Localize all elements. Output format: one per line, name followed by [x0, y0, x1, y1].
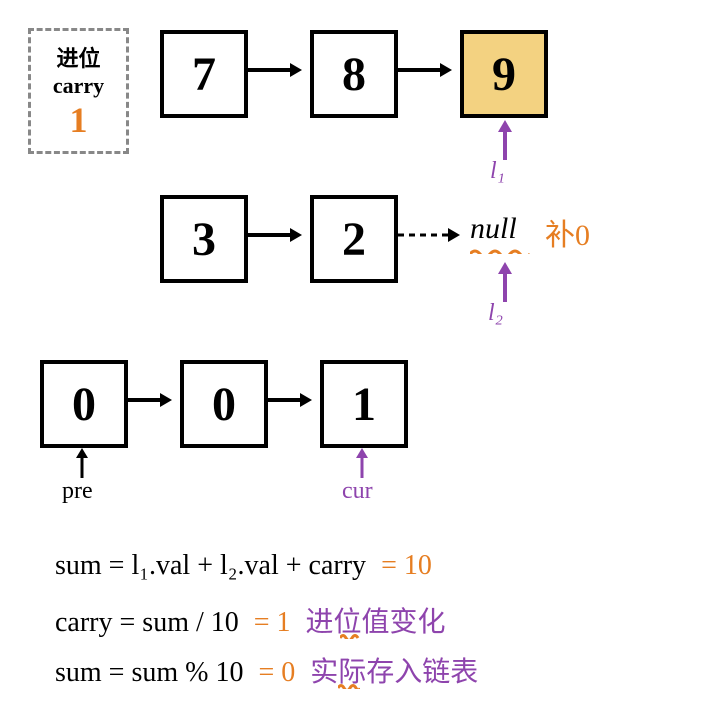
- ptr-pre-label: pre: [62, 478, 93, 505]
- pad-zero-text: 补0: [545, 210, 590, 254]
- r1-node-1: 8: [310, 30, 398, 118]
- r3-val-2: 1: [352, 377, 376, 432]
- r3-val-0: 0: [72, 377, 96, 432]
- ptr-l1-arrow: [495, 120, 515, 160]
- carry-value: 1: [70, 99, 88, 141]
- r2-val-1: 2: [342, 212, 366, 267]
- r3-val-1: 0: [212, 377, 236, 432]
- eq-line3: sum = sum % 10 = 0 实际存入链表: [55, 650, 478, 690]
- ptr-l2-label: l₂: [488, 300, 503, 327]
- ptr-pre-arrow: [72, 448, 92, 478]
- eq2-lhs: carry = sum / 10: [55, 607, 239, 638]
- r2-node-0: 3: [160, 195, 248, 283]
- eq3-lhs: sum = sum % 10: [55, 657, 243, 688]
- r1-node-2: 9: [460, 30, 548, 118]
- r1-val-2: 9: [492, 47, 516, 102]
- r3-node-0: 0: [40, 360, 128, 448]
- eq1-rhs: = 10: [381, 550, 432, 581]
- r1-val-0: 7: [192, 47, 216, 102]
- r1-node-0: 7: [160, 30, 248, 118]
- arrow-r2-null: [398, 225, 462, 245]
- eq2-rhs: = 1: [254, 607, 291, 638]
- ptr-cur-arrow: [352, 448, 372, 478]
- ptr-l2-arrow: [495, 262, 515, 302]
- eq-line2: carry = sum / 10 = 1 进位值变化: [55, 600, 446, 640]
- r1-val-1: 8: [342, 47, 366, 102]
- ptr-cur-label: cur: [342, 478, 373, 505]
- eq3-underline: [338, 683, 360, 689]
- r2-node-1: 2: [310, 195, 398, 283]
- null-underline: [470, 248, 530, 254]
- r3-node-1: 0: [180, 360, 268, 448]
- carry-label-en: carry: [53, 73, 104, 99]
- arrow-r3-1: [268, 390, 312, 410]
- r3-node-2: 1: [320, 360, 408, 448]
- r2-val-0: 3: [192, 212, 216, 267]
- arrow-r1-0: [248, 60, 302, 80]
- ptr-l1-label: l₁: [490, 158, 505, 185]
- eq1-lhs: sum = l₁.val + l₂.val + carry: [55, 550, 366, 581]
- null-text: null: [470, 212, 517, 246]
- arrow-r2-0: [248, 225, 302, 245]
- eq2-note: 进位值变化: [306, 607, 446, 638]
- eq3-rhs: = 0: [258, 657, 295, 688]
- eq2-underline: [340, 633, 360, 639]
- arrow-r3-0: [128, 390, 172, 410]
- eq-line1: sum = l₁.val + l₂.val + carry = 10: [55, 550, 432, 582]
- arrow-r1-1: [398, 60, 452, 80]
- carry-box: 进位 carry 1: [28, 28, 129, 154]
- carry-label-cn: 进位: [56, 41, 100, 73]
- eq3-note: 实际存入链表: [310, 657, 478, 688]
